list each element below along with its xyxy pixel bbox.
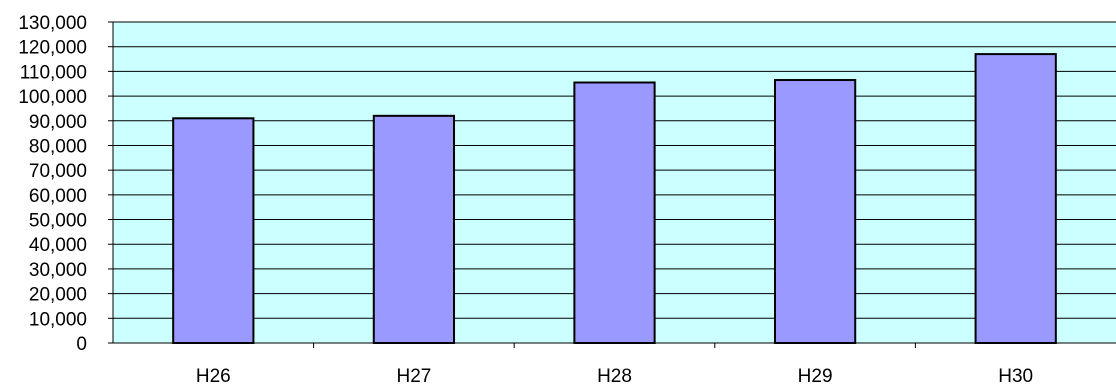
x-tick-label: H29 — [798, 366, 833, 386]
bar-h27 — [372, 114, 456, 345]
y-tick-label: 60,000 — [29, 186, 87, 207]
bar-h26 — [172, 117, 255, 344]
y-tick-label: 70,000 — [29, 161, 87, 182]
x-tick-label: H26 — [196, 366, 231, 386]
y-tick-label: 10,000 — [29, 309, 87, 330]
x-tick-labels: H26 H27 H28 H29 H30 — [196, 366, 1033, 386]
y-tick-label: 130,000 — [18, 13, 87, 34]
bars — [172, 53, 1057, 345]
y-tick-label: 50,000 — [29, 211, 87, 232]
y-tick-label: 30,000 — [29, 260, 87, 281]
y-tick-label: 20,000 — [29, 285, 87, 306]
x-tick-label: H28 — [597, 366, 632, 386]
bar-h29 — [773, 79, 857, 345]
bar-h30 — [974, 53, 1057, 344]
y-tick-label: 110,000 — [20, 62, 87, 83]
y-tick-label: 90,000 — [29, 112, 87, 133]
y-tick-label: 0 — [76, 334, 87, 355]
y-tick-label: 100,000 — [18, 87, 87, 108]
bar-h28 — [573, 81, 656, 344]
y-tick-label: 120,000 — [18, 38, 87, 59]
y-tick-label: 40,000 — [29, 235, 87, 256]
x-tick-label: H27 — [396, 366, 431, 386]
axes — [108, 21, 1116, 348]
y-tick-label: 80,000 — [29, 136, 87, 157]
y-tick-labels: 0 10,000 20,000 30,000 40,000 50,000 60,000 70,… — [18, 13, 87, 355]
x-tick-label: H30 — [998, 366, 1033, 386]
